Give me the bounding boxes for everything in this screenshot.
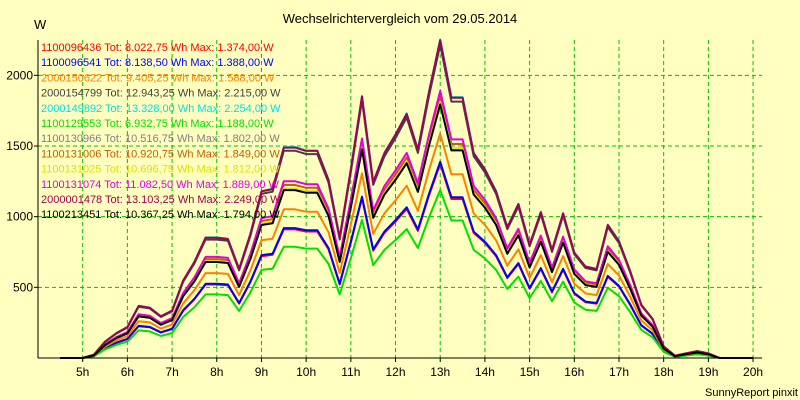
legend-entry-4: 2000154799 Tot: 12.943,25 Wh Max: 2.215,… [41,88,281,100]
x-tick-label: 14h [475,365,495,379]
y-tick-label: 1500 [6,139,33,153]
x-tick-label: 17h [609,365,629,379]
series-line-10 [60,90,754,359]
x-tick-label: 6h [121,365,134,379]
x-tick-label: 9h [255,365,268,379]
x-tick-label: 19h [698,365,718,379]
grid [38,40,762,358]
series-line-6 [60,189,754,359]
legend-entry-8: 1100131006 Tot: 10.920,75 Wh Max: 1.849,… [41,148,280,160]
legend-entry-6: 1100129553 Tot: 6.932,75 Wh Max: 1.188,0… [41,118,274,130]
y-tick-label: 1000 [6,210,33,224]
legend-entry-7: 1100130966 Tot: 10.516,75 Wh Max: 1.802,… [41,133,280,145]
x-tick-label: 15h [520,365,540,379]
x-tick-label: 16h [564,365,584,379]
series-line-11 [60,39,754,359]
x-tick-label: 10h [296,365,316,379]
legend-entry-12: 1100213451 Tot: 10.367,25 Wh Max: 1.794,… [41,209,280,221]
plot-frame [37,40,762,359]
series-line-2 [60,160,754,359]
series-line-12 [60,103,754,359]
x-tick-label: 20h [743,365,763,379]
tick-labels: 5h 6h 7h 8h 9h 10h 11h 12h 13h 14h 15h 16h 17h 18h 19h… [6,68,763,379]
series-line-1 [60,162,754,359]
chart-title: Wechselrichtervergleich vom 29.05.2014 [283,11,518,26]
legend: 1100096436 Tot: 8.022,75 Wh Max: 1.374,0… [41,42,281,221]
legend-entry-5: 2000149892 Tot: 13.328,00 Wh Max: 2.254,… [41,103,281,115]
legend-entry-11: 2000001478 Tot: 13.103,25 Wh Max: 2.249,… [41,194,281,206]
legend-entry-10: 1100131074 Tot: 11.082,50 Wh Max: 1.889,… [41,179,280,191]
legend-entry-9: 1100131025 Tot: 10.696,75 Wh Max: 1.812,… [41,164,280,176]
x-tick-label: 11h [341,365,360,379]
x-tick-label: 13h [430,365,450,379]
legend-entry-3: 2000150622 Tot: 9.405,25 Wh Max: 1.588,0… [41,72,275,84]
y-axis-unit: W [34,17,47,32]
x-tick-label: 7h [165,365,178,379]
x-tick-label: 18h [654,365,674,379]
x-tick-label: 8h [210,365,223,379]
y-tick-label: 500 [13,280,33,294]
x-tick-label: 5h [76,365,89,379]
y-tick-label: 2000 [6,68,33,82]
series-line-3 [60,132,754,359]
x-tick-label: 12h [386,365,406,379]
legend-entry-2: 1100096541 Tot: 8.138,50 Wh Max: 1.388,0… [41,57,274,69]
footer-credit: SunnyReport pinxit [705,387,798,399]
series-lines [60,38,754,359]
legend-entry-1: 1100096436 Tot: 8.022,75 Wh Max: 1.374,0… [41,42,274,54]
